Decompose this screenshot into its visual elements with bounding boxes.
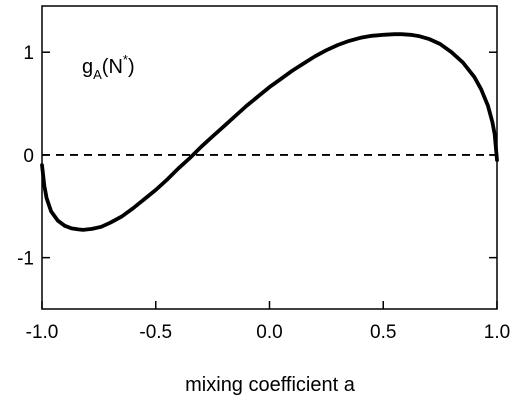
x-axis-ticks: -1.0 -0.5 0.0 0.5 1.0 [26, 301, 510, 343]
x-axis-label: mixing coefficient a [185, 374, 356, 396]
y-tick-label: 1 [23, 43, 34, 64]
data-line [40, 32, 499, 232]
annotation-subscript: A [93, 67, 102, 82]
plot-frame [41, 5, 498, 310]
curve-annotation: gA(N*) [82, 52, 135, 82]
annotation-base: g [82, 56, 93, 78]
y-axis-ticks: 1 0 -1 [17, 43, 497, 270]
x-tick-label: 1.0 [484, 322, 510, 343]
x-tick-label: 0.0 [256, 322, 282, 343]
annotation-superscript: * [123, 52, 128, 67]
y-tick-label: -1 [17, 249, 34, 270]
x-tick-label: -0.5 [139, 322, 172, 343]
annotation-close: ) [128, 56, 135, 78]
y-tick-label: 0 [23, 146, 34, 167]
annotation-open: (N [102, 56, 123, 78]
x-tick-label: -1.0 [26, 322, 59, 343]
x-tick-label: 0.5 [370, 322, 396, 343]
